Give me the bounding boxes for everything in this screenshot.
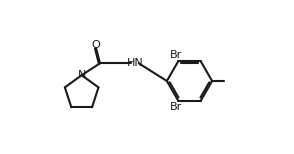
Text: Br: Br — [170, 50, 182, 60]
Text: HN: HN — [127, 58, 144, 68]
Text: Br: Br — [170, 102, 182, 112]
Text: O: O — [92, 40, 101, 50]
Text: N: N — [78, 70, 86, 80]
